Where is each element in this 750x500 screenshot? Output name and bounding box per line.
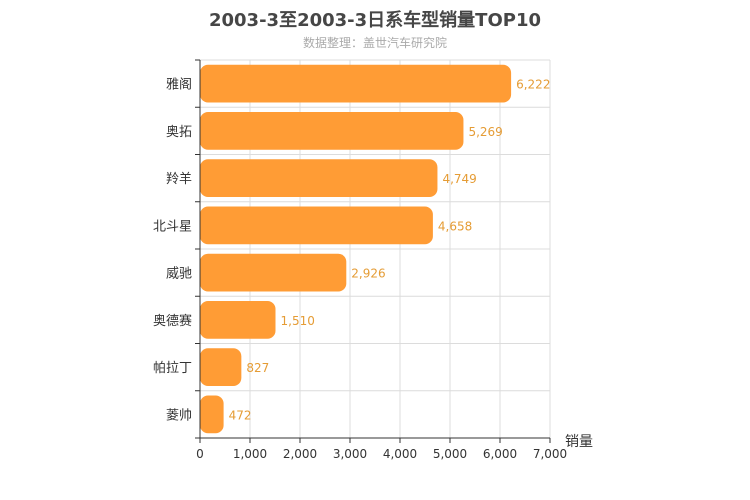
bar-value-label: 4,749	[442, 172, 476, 186]
category-label: 威驰	[166, 267, 192, 282]
grid	[200, 59, 551, 438]
x-tick-label: 4,000	[383, 447, 417, 461]
bar	[200, 253, 347, 292]
chart-subtitle: 数据整理：盖世汽车研究院	[302, 36, 447, 50]
x-tick-label: 7,000	[533, 447, 567, 461]
category-label: 羚羊	[166, 171, 192, 187]
category-label: 帕拉丁	[153, 361, 192, 376]
bar-value-label: 6,222	[516, 78, 550, 92]
bar-value-label: 2,926	[351, 267, 385, 281]
bar	[200, 348, 242, 387]
bar	[200, 111, 464, 150]
category-label: 北斗星	[153, 219, 192, 234]
x-tick-label: 6,000	[483, 447, 517, 461]
bar	[200, 395, 224, 434]
bar	[200, 159, 438, 198]
x-tick-label: 3,000	[333, 447, 367, 461]
bar-value-label: 1,510	[281, 314, 315, 328]
bar-value-label: 827	[246, 361, 269, 375]
x-tick-label: 1,000	[233, 447, 267, 461]
x-axis-title: 销量	[565, 434, 593, 450]
category-label: 菱帅	[166, 408, 192, 423]
bar	[200, 300, 276, 339]
bar	[200, 64, 512, 103]
category-label: 雅阁	[166, 78, 192, 93]
bar-value-label: 5,269	[468, 125, 502, 139]
x-tick-label: 0	[196, 447, 204, 461]
bar	[200, 206, 433, 245]
x-tick-label: 5,000	[433, 447, 467, 461]
category-label: 奥德赛	[153, 313, 192, 329]
category-label: 奥拓	[166, 125, 192, 140]
bars: 6,222 5,269 4,749 4,658 2,926 1,510 827 472	[200, 64, 550, 434]
x-tick-label: 2,000	[283, 447, 317, 461]
chart-title: 2003-3至2003-3日系车型销量TOP10	[208, 10, 541, 31]
bar-value-label: 4,658	[438, 219, 472, 233]
bar-value-label: 472	[229, 408, 252, 422]
